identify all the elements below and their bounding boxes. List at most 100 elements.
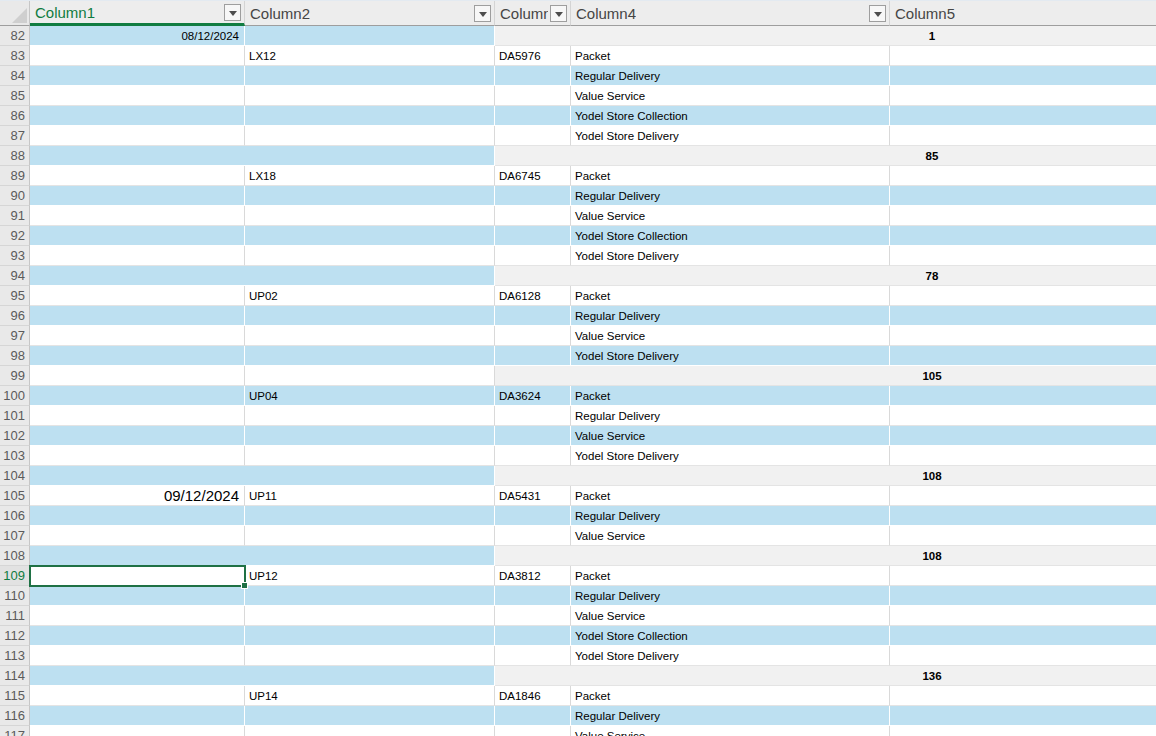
row-number[interactable]: 112: [0, 626, 30, 646]
cell-column3[interactable]: [495, 246, 571, 266]
cell-column3[interactable]: [495, 446, 571, 466]
cell-column2[interactable]: [245, 326, 495, 346]
subtotal-band[interactable]: 85: [495, 146, 1156, 166]
cell-column2[interactable]: [245, 606, 495, 626]
cell-column2[interactable]: [245, 506, 495, 526]
cell-column1[interactable]: [30, 66, 245, 86]
cell-column1[interactable]: [30, 646, 245, 666]
cell-column2[interactable]: [245, 706, 495, 726]
cell-column4[interactable]: Yodel Store Delivery: [571, 346, 890, 366]
cell-column4[interactable]: Regular Delivery: [571, 506, 890, 526]
row-number[interactable]: 105: [0, 486, 30, 506]
cell-column1[interactable]: [30, 206, 245, 226]
cell-column2[interactable]: [245, 206, 495, 226]
row-number[interactable]: 107: [0, 526, 30, 546]
cell-column1[interactable]: [30, 526, 245, 546]
cell-column3[interactable]: DA5976: [495, 46, 571, 66]
row-number[interactable]: 94: [0, 266, 30, 286]
cell-column3[interactable]: [495, 66, 571, 86]
cell-column1[interactable]: 09/12/2024: [30, 486, 245, 506]
cell-column1[interactable]: [30, 506, 245, 526]
cell-column3[interactable]: [495, 86, 571, 106]
cell-column4[interactable]: Regular Delivery: [571, 66, 890, 86]
cell-column5[interactable]: [890, 626, 1156, 646]
cell-column2[interactable]: LX18: [245, 166, 495, 186]
row-number[interactable]: 97: [0, 326, 30, 346]
cell-column4[interactable]: Regular Delivery: [571, 586, 890, 606]
row-number[interactable]: 92: [0, 226, 30, 246]
row-number[interactable]: 84: [0, 66, 30, 86]
cell-column4[interactable]: Yodel Store Delivery: [571, 646, 890, 666]
row-number[interactable]: 101: [0, 406, 30, 426]
cell-column5[interactable]: [890, 306, 1156, 326]
cell-column3[interactable]: DA3812: [495, 566, 571, 586]
cell-column3[interactable]: [495, 346, 571, 366]
cell-column2[interactable]: [245, 726, 495, 736]
cell-column1[interactable]: [30, 626, 245, 646]
cell-column4[interactable]: Packet: [571, 686, 890, 706]
cell-column4[interactable]: Packet: [571, 486, 890, 506]
cell-column3[interactable]: [495, 586, 571, 606]
cell-column5[interactable]: [890, 706, 1156, 726]
cell-column4[interactable]: Regular Delivery: [571, 406, 890, 426]
cell-column2[interactable]: [245, 86, 495, 106]
cell-column3[interactable]: [495, 306, 571, 326]
cell-column2[interactable]: [245, 306, 495, 326]
cell-column1[interactable]: [30, 566, 245, 586]
cell-column4[interactable]: Yodel Store Delivery: [571, 246, 890, 266]
column-header-column3[interactable]: Column3: [495, 1, 571, 26]
cell-column4[interactable]: Value Service: [571, 606, 890, 626]
cell-column3[interactable]: DA6128: [495, 286, 571, 306]
cell-column3[interactable]: [495, 426, 571, 446]
row-number[interactable]: 113: [0, 646, 30, 666]
cell-column2[interactable]: [245, 106, 495, 126]
cell-column5[interactable]: [890, 486, 1156, 506]
cell-column3[interactable]: [495, 526, 571, 546]
cell-column1[interactable]: [30, 406, 245, 426]
cell-column5[interactable]: [890, 386, 1156, 406]
cell-column1-column2-merged[interactable]: [30, 466, 495, 486]
cell-column1[interactable]: [30, 446, 245, 466]
cell-column2[interactable]: LX12: [245, 46, 495, 66]
cell-column5[interactable]: [890, 406, 1156, 426]
row-number[interactable]: 103: [0, 446, 30, 466]
cell-column4[interactable]: Regular Delivery: [571, 706, 890, 726]
cell-column4[interactable]: Yodel Store Collection: [571, 226, 890, 246]
cell-column3[interactable]: [495, 126, 571, 146]
cell-column3[interactable]: DA1846: [495, 686, 571, 706]
cell-column2[interactable]: UP14: [245, 686, 495, 706]
row-number[interactable]: 106: [0, 506, 30, 526]
cell-column2[interactable]: [245, 586, 495, 606]
cell-column4[interactable]: Yodel Store Delivery: [571, 446, 890, 466]
filter-dropdown-button[interactable]: [474, 5, 491, 22]
column-header-column5[interactable]: Column5: [890, 1, 1156, 26]
cell-column5[interactable]: [890, 346, 1156, 366]
row-number[interactable]: 111: [0, 606, 30, 626]
cell-column4[interactable]: Packet: [571, 566, 890, 586]
cell-column5[interactable]: [890, 326, 1156, 346]
cell-column1[interactable]: [30, 606, 245, 626]
cell-column5[interactable]: [890, 106, 1156, 126]
cell-column1[interactable]: [30, 286, 245, 306]
cell-column2[interactable]: [245, 406, 495, 426]
filter-dropdown-button[interactable]: [869, 5, 886, 22]
cell-column1[interactable]: [30, 726, 245, 736]
row-number[interactable]: 114: [0, 666, 30, 686]
cell-column5[interactable]: [890, 726, 1156, 736]
cell-column1[interactable]: [30, 46, 245, 66]
row-number[interactable]: 117: [0, 726, 30, 736]
subtotal-band[interactable]: 136: [495, 666, 1156, 686]
cell-column5[interactable]: [890, 166, 1156, 186]
select-all-button[interactable]: [0, 1, 30, 26]
cell-column1[interactable]: [30, 586, 245, 606]
cell-column1[interactable]: [30, 306, 245, 326]
cell-column3[interactable]: DA6745: [495, 166, 571, 186]
cell-column2[interactable]: [245, 66, 495, 86]
cell-column5[interactable]: [890, 686, 1156, 706]
cell-column1[interactable]: [30, 126, 245, 146]
cell-column4[interactable]: Regular Delivery: [571, 306, 890, 326]
column-header-column1[interactable]: Column1: [30, 1, 245, 26]
cell-column1[interactable]: [30, 386, 245, 406]
row-number[interactable]: 96: [0, 306, 30, 326]
row-number[interactable]: 102: [0, 426, 30, 446]
